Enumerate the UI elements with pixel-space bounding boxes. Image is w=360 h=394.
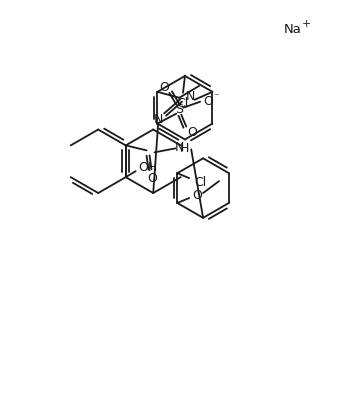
Text: O: O xyxy=(187,126,197,139)
Text: Cl: Cl xyxy=(194,176,206,189)
Text: Na: Na xyxy=(284,23,302,36)
Text: O: O xyxy=(148,172,157,185)
Text: O: O xyxy=(203,95,213,108)
Text: N: N xyxy=(175,141,184,154)
Text: OH: OH xyxy=(138,161,157,174)
Text: Cl: Cl xyxy=(176,97,189,110)
Text: N: N xyxy=(186,90,195,103)
Text: S: S xyxy=(175,103,183,116)
Text: +: + xyxy=(302,19,311,29)
Text: O: O xyxy=(192,188,202,201)
Text: N: N xyxy=(153,113,163,126)
Text: H: H xyxy=(180,142,189,155)
Text: O: O xyxy=(159,81,169,94)
Text: ⁻: ⁻ xyxy=(213,92,219,102)
